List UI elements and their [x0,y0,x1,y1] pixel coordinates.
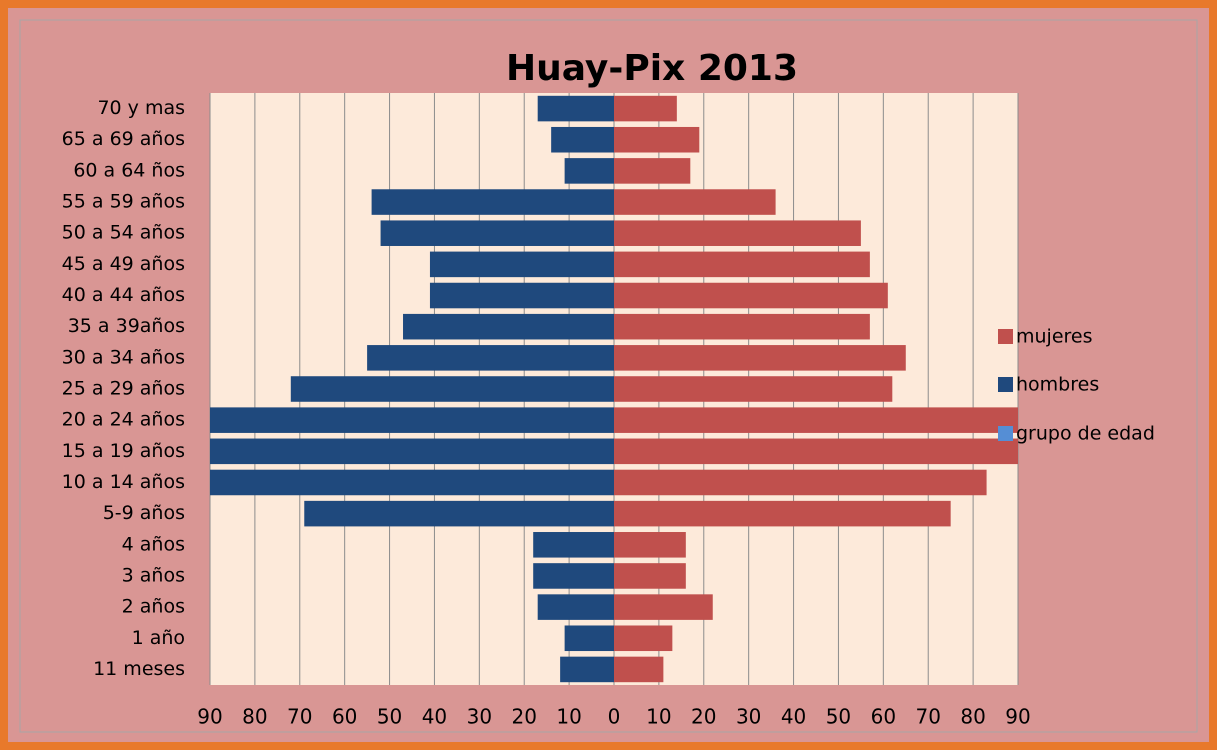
bar [403,313,614,340]
y-tick-label: 50 a 54 años [62,222,185,244]
x-tick-label: 10 [646,705,671,729]
y-tick-label: 55 a 59 años [62,191,185,213]
y-tick-label: 70 y mas [97,97,185,119]
y-tick-label: 4 años [122,533,185,555]
x-tick-label: 20 [691,705,716,729]
x-tick-label: 60 [871,705,896,729]
bar [367,345,614,371]
bar [210,407,614,433]
bar [614,469,987,496]
y-tick-label: 45 a 49 años [62,253,185,275]
x-tick-label: 0 [608,705,621,729]
x-tick-label: 50 [377,705,402,729]
bar [304,500,614,527]
bar [614,532,686,558]
x-tick-label: 30 [736,705,761,729]
legend-swatch [998,329,1013,344]
bar [560,656,614,683]
bar [614,438,1018,465]
bar [614,313,870,340]
legend-swatch [998,426,1013,441]
y-tick-label: 5-9 años [103,502,185,524]
legend-label: grupo de edad [1016,423,1155,445]
legend-label: hombres [1016,374,1099,396]
bar [614,563,686,589]
bar [564,158,614,184]
bar [429,251,614,278]
y-tick-label: 40 a 44 años [62,284,185,306]
bar [564,625,614,652]
y-tick-label: 15 a 19 años [62,440,185,462]
bar [614,376,893,402]
x-tick-label: 90 [197,705,222,729]
x-tick-label: 60 [332,705,357,729]
y-tick-label: 35 a 39años [68,315,185,337]
x-tick-label: 50 [826,705,851,729]
legend-label: mujeres [1016,326,1093,348]
bar [429,282,614,309]
bar [537,95,614,122]
legend-swatch [998,377,1013,392]
y-tick-label: 25 a 29 años [62,378,185,400]
bar [551,126,614,153]
bar [614,625,673,652]
x-tick-label: 80 [960,705,985,729]
bar [537,594,614,620]
bar [614,594,713,620]
x-tick-label: 20 [511,705,536,729]
bar [210,469,614,496]
bar [614,407,1018,433]
y-tick-label: 3 años [122,564,185,586]
y-tick-label: 10 a 14 años [62,471,185,493]
bar [533,563,614,589]
y-tick-label: 65 a 69 años [62,128,185,150]
bar [371,189,614,215]
y-tick-label: 2 años [122,596,185,618]
y-tick-label: 60 a 64 ños [73,159,185,181]
y-tick-label: 1 año [132,627,185,649]
bar [614,126,700,153]
bar [614,656,664,683]
bar [614,189,776,215]
x-tick-label: 80 [242,705,267,729]
x-tick-label: 70 [915,705,940,729]
bar [614,500,951,527]
bar [614,220,861,246]
bars [210,95,1018,683]
x-tick-label: 10 [556,705,581,729]
bar [614,251,870,278]
bar [210,438,614,465]
bar [614,282,888,309]
y-tick-label: 30 a 34 años [62,346,185,368]
x-tick-label: 40 [781,705,806,729]
y-tick-label: 20 a 24 años [62,409,185,431]
x-tick-label: 30 [467,705,492,729]
bar [533,532,614,558]
x-tick-label: 40 [422,705,447,729]
bar [614,158,691,184]
bar [380,220,614,246]
y-tick-label: 11 meses [93,658,185,680]
chart-frame [19,19,1198,733]
bar [614,95,677,122]
bar [290,376,614,402]
bar [614,345,906,371]
x-tick-label: 70 [287,705,312,729]
chart-title: Huay-Pix 2013 [506,48,798,89]
x-tick-label: 90 [1005,705,1030,729]
